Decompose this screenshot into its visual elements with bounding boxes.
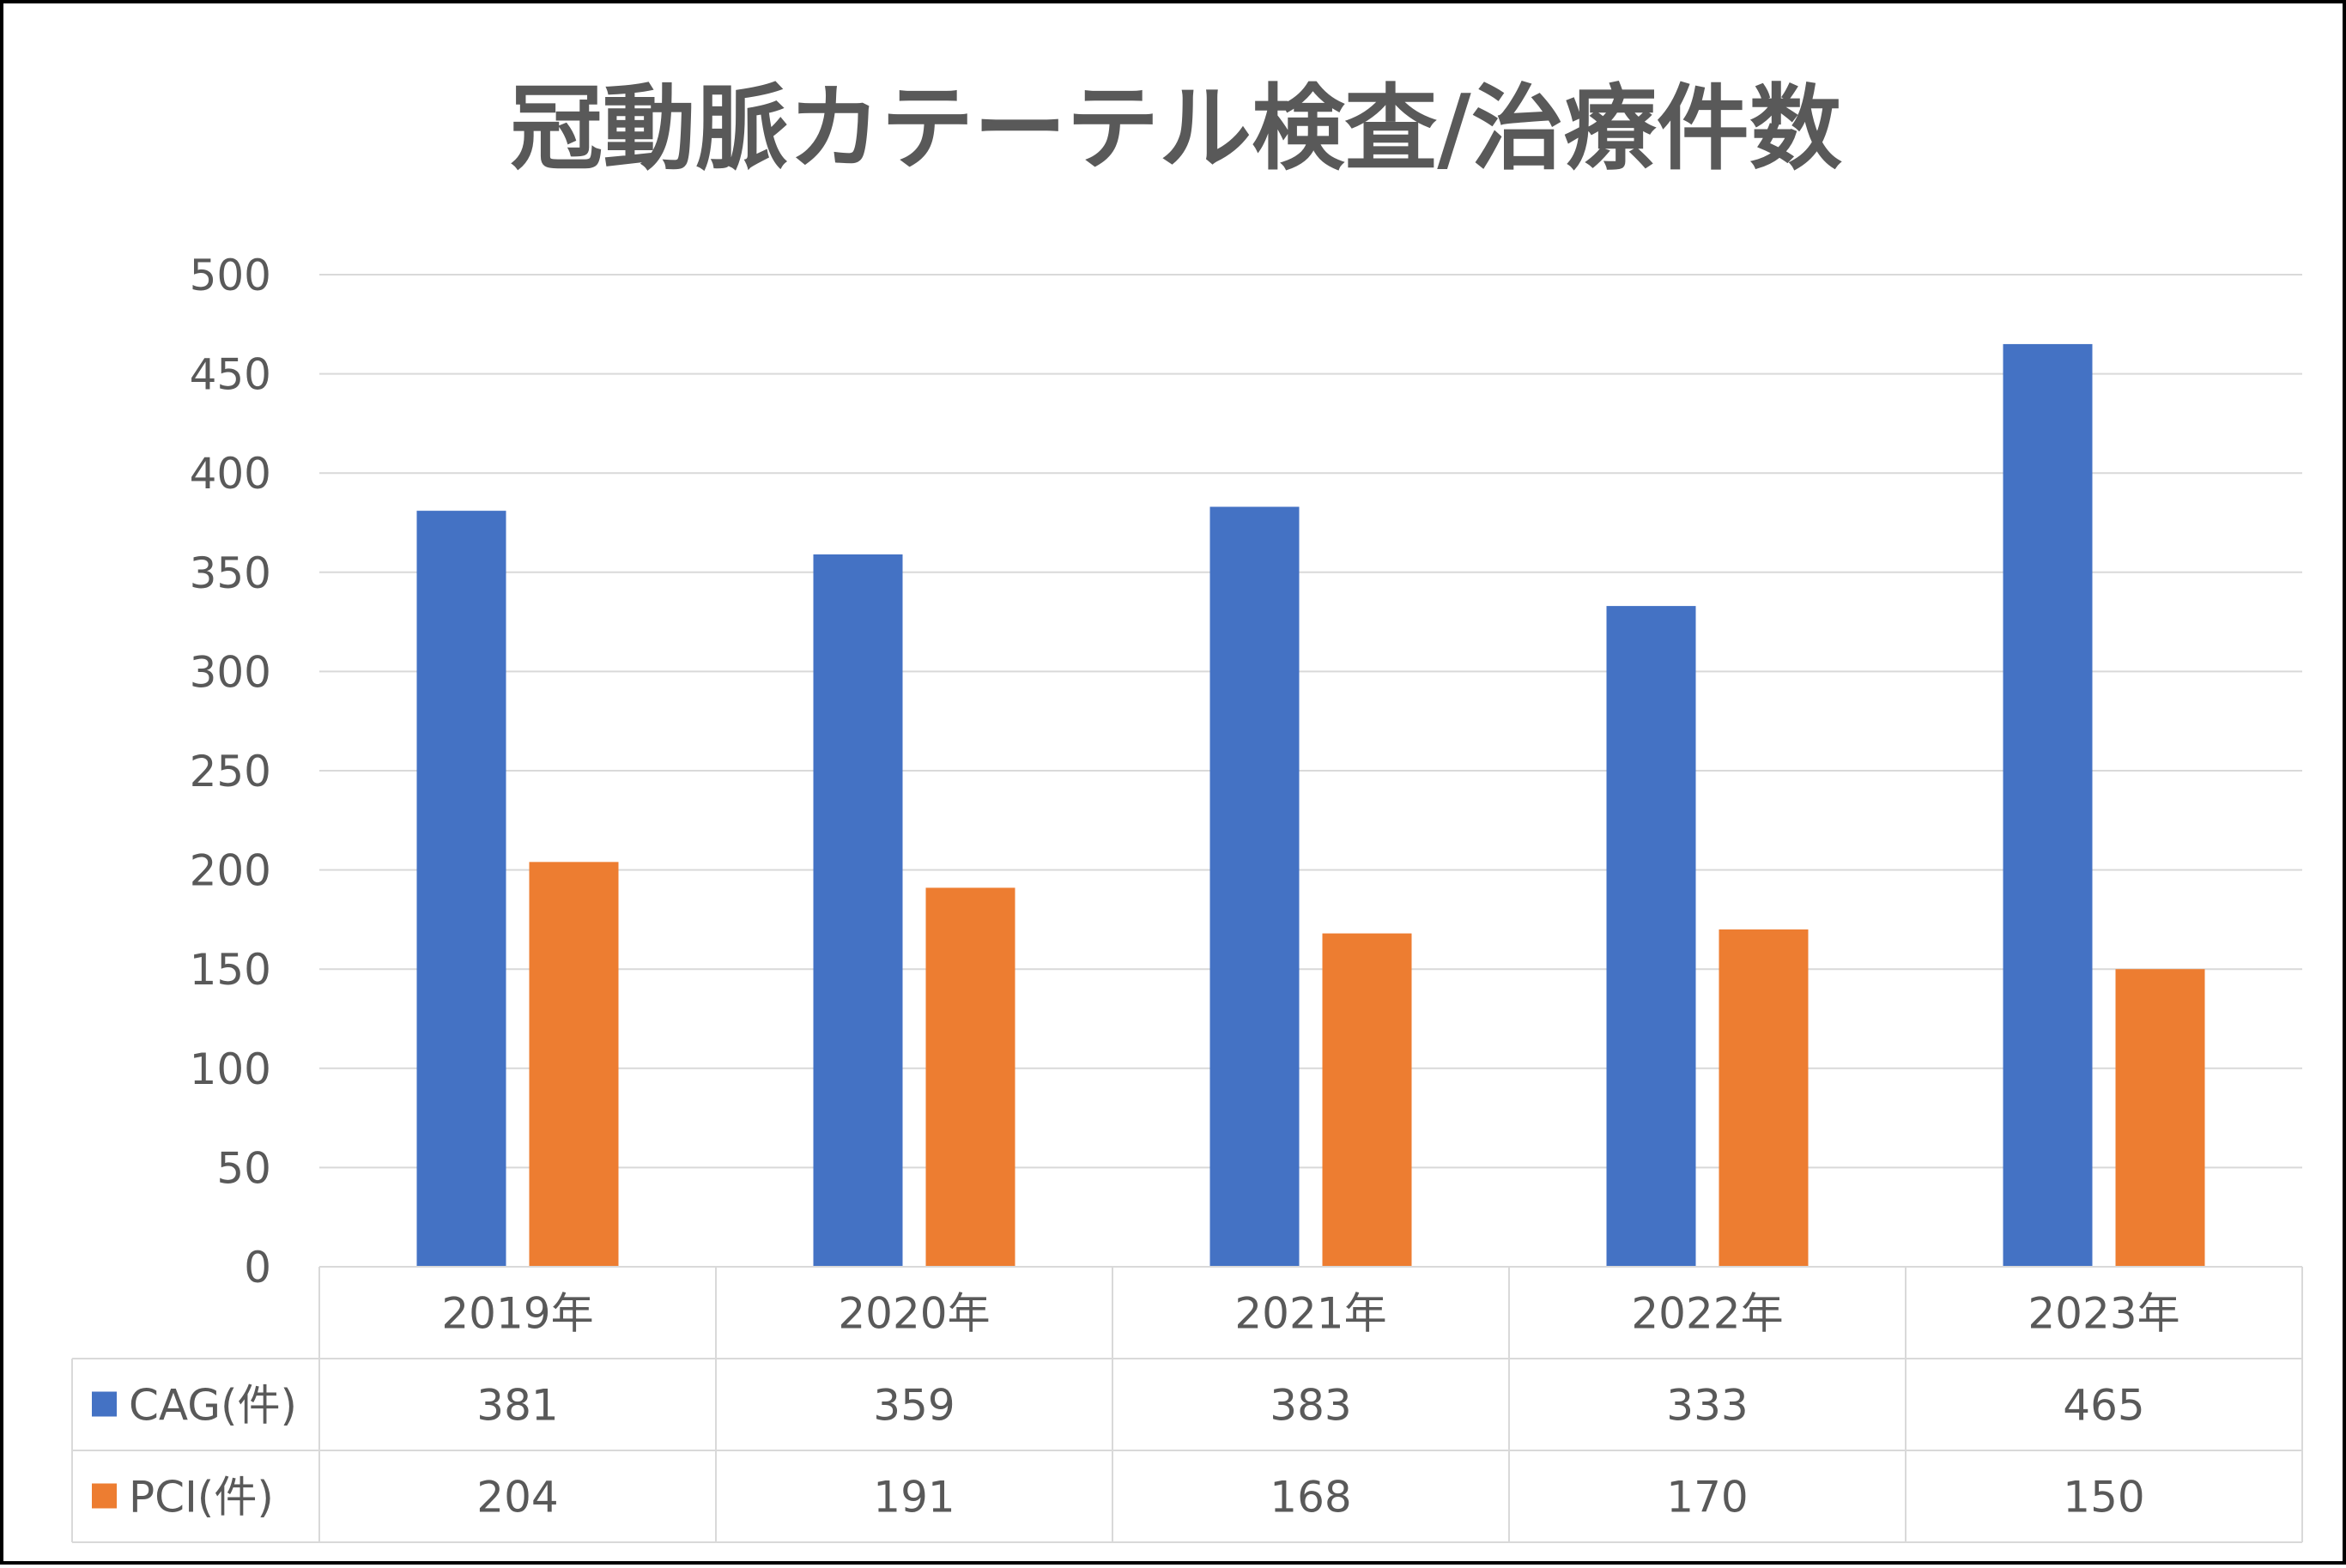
y-tick-label: 100 bbox=[190, 1044, 271, 1094]
bar-pci bbox=[529, 862, 619, 1267]
bar-cag bbox=[1209, 506, 1300, 1267]
bar-cag bbox=[416, 511, 506, 1267]
data-label: 170 bbox=[1666, 1473, 1748, 1523]
legend-label: CAG(件) bbox=[129, 1381, 297, 1431]
chart-svg: 冠動脈カテーテル検査/治療件数 0 50 100 150 200 250 300 350 400… bbox=[71, 76, 2303, 1543]
y-tick-label: 200 bbox=[190, 846, 271, 896]
data-label: 150 bbox=[2063, 1473, 2144, 1523]
chart-title: 冠動脈カテーテル検査/治療件数 bbox=[510, 76, 1841, 183]
y-tick-label: 300 bbox=[190, 647, 271, 697]
gridlines bbox=[319, 274, 2302, 1268]
y-tick-label: 400 bbox=[190, 449, 271, 499]
x-tick-label: 2019年 bbox=[441, 1289, 593, 1339]
data-label: 465 bbox=[2063, 1381, 2144, 1431]
bar-cag bbox=[2003, 343, 2093, 1267]
y-tick-label: 250 bbox=[190, 747, 271, 796]
data-label: 333 bbox=[1666, 1381, 1748, 1431]
bar-pci bbox=[2115, 969, 2205, 1267]
x-tick-label: 2021年 bbox=[1234, 1289, 1386, 1339]
bars bbox=[416, 343, 2205, 1267]
y-tick-label: 350 bbox=[190, 548, 271, 598]
legend-key-pci bbox=[92, 1483, 117, 1509]
data-table: 2019年 2020年 2021年 2022年 2023年 CAG(件) 381 359 383… bbox=[71, 1266, 2303, 1543]
y-tick-label: 0 bbox=[244, 1243, 271, 1293]
x-tick-label: 2022年 bbox=[1631, 1289, 1783, 1339]
data-label: 168 bbox=[1270, 1473, 1351, 1523]
bar-cag bbox=[1606, 606, 1696, 1267]
data-label: 191 bbox=[873, 1473, 955, 1523]
bar-pci bbox=[1322, 933, 1412, 1267]
y-axis: 0 50 100 150 200 250 300 350 400 450 500 bbox=[190, 251, 271, 1293]
y-tick-label: 500 bbox=[190, 251, 271, 300]
data-label: 204 bbox=[476, 1473, 558, 1523]
bar-pci bbox=[1719, 929, 1809, 1267]
legend-key-cag bbox=[92, 1391, 117, 1417]
x-tick-label: 2023年 bbox=[2028, 1289, 2179, 1339]
x-tick-label: 2020年 bbox=[838, 1289, 990, 1339]
data-label: 381 bbox=[476, 1381, 558, 1431]
data-label: 359 bbox=[873, 1381, 955, 1431]
legend-label: PCI(件) bbox=[129, 1473, 274, 1523]
bar-cag bbox=[813, 554, 903, 1267]
y-tick-label: 450 bbox=[190, 350, 271, 400]
y-tick-label: 50 bbox=[216, 1143, 271, 1193]
data-label: 383 bbox=[1270, 1381, 1351, 1431]
bar-pci bbox=[925, 887, 1015, 1267]
y-tick-label: 150 bbox=[190, 945, 271, 995]
